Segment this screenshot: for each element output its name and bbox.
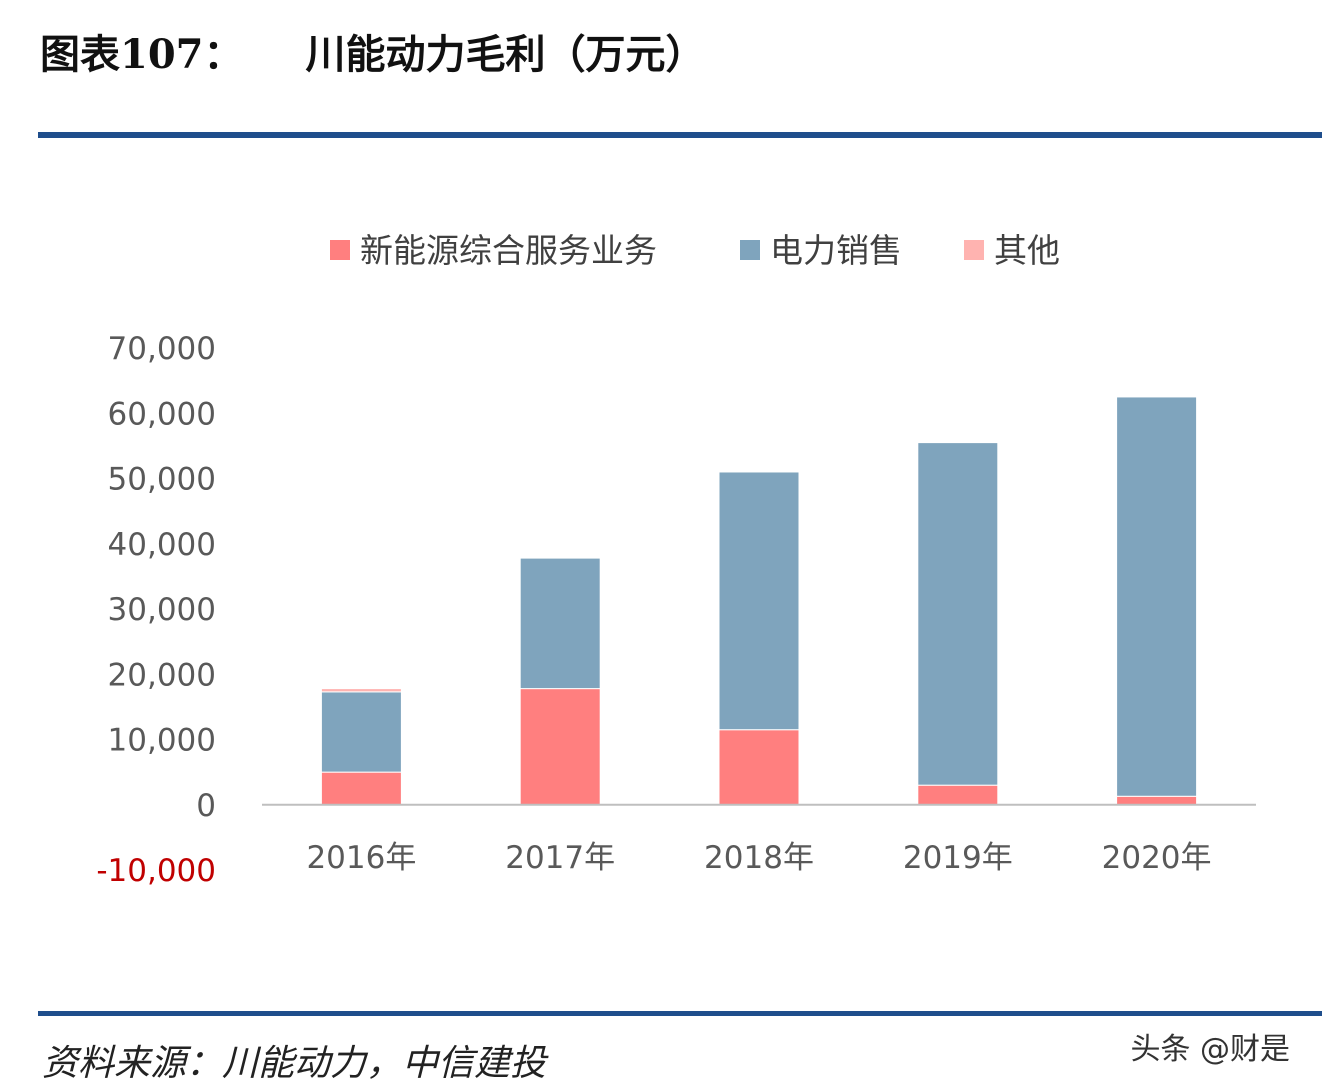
legend-label: 新能源综合服务业务 — [360, 231, 657, 270]
x-tick-label: 2020年 — [1102, 840, 1212, 876]
x-tick-label: 2018年 — [704, 840, 814, 876]
y-tick-label: 20,000 — [108, 657, 216, 693]
x-tick-label: 2017年 — [505, 840, 615, 876]
bar-segment — [519, 688, 601, 806]
y-tick-label: 70,000 — [108, 331, 216, 367]
bottom-divider — [38, 1011, 1322, 1016]
watermark: 头条 @财是 — [1130, 1032, 1290, 1067]
source-note: 资料来源：川能动力，中信建投 — [42, 1043, 547, 1084]
bar-segment — [718, 471, 800, 731]
chart-title-block: 图表107： 川能动力毛利（万元） — [40, 22, 706, 80]
bar-segment — [519, 557, 601, 690]
bar-segment — [320, 691, 402, 773]
y-tick-label: 50,000 — [108, 462, 216, 498]
x-tick-label: 2016年 — [306, 840, 416, 876]
y-tick-label: 60,000 — [108, 396, 216, 432]
bar-segment — [917, 442, 999, 786]
y-tick-label: 0 — [196, 788, 216, 824]
bar-segment — [320, 688, 402, 693]
y-tick-label: 30,000 — [108, 592, 216, 628]
legend-swatch — [740, 240, 760, 260]
legend-label: 电力销售 — [770, 231, 902, 270]
top-divider — [38, 132, 1322, 138]
legend-label: 其他 — [994, 231, 1060, 270]
bar-segment — [1116, 795, 1198, 806]
figure-number: 图表107： — [40, 31, 244, 78]
y-tick-label: -10,000 — [96, 853, 216, 889]
bar-segment — [1116, 396, 1198, 797]
stacked-bar-chart: 70,000 60,000 50,000 40,000 30,000 20,000 10,0… — [96, 231, 1256, 889]
bar-segment — [917, 784, 999, 806]
x-tick-label: 2019年 — [903, 840, 1013, 876]
chart-title: 川能动力毛利（万元） — [305, 32, 706, 78]
y-tick-label: 10,000 — [108, 723, 216, 759]
legend-swatch — [330, 240, 350, 260]
legend-swatch — [964, 240, 984, 260]
bar-segment — [320, 771, 402, 806]
y-tick-label: 40,000 — [108, 527, 216, 563]
bar-segment — [718, 729, 800, 806]
